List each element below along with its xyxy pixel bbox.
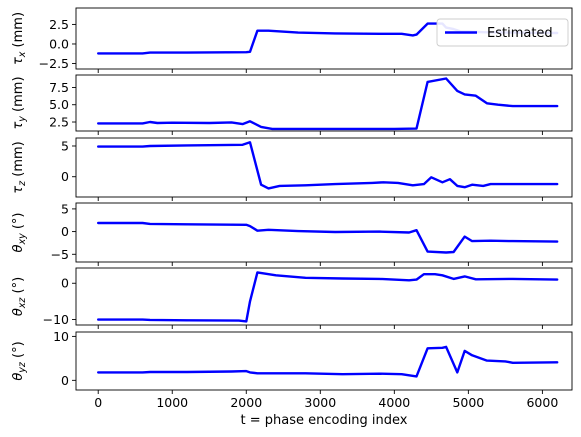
y-tick-label: −5 <box>51 247 69 262</box>
x-tick-label: 3000 <box>304 395 336 410</box>
axes-frame-6 <box>75 331 573 391</box>
y-tick-label: −10 <box>43 312 69 327</box>
subplot-4: 5 0 −5 θxy (°) <box>11 201 573 266</box>
axes-frame-5 <box>75 267 573 326</box>
subplots: 2.5 0.0 −2.5 τx (mm) 2.5 5.0 7.5 τy (mm) 5 0 τz (m… <box>11 7 573 410</box>
x-tick-label: 5000 <box>452 395 484 410</box>
legend-box <box>436 18 569 47</box>
y-tick-label: 0 <box>61 373 69 388</box>
series-line-4 <box>96 221 559 254</box>
y-axis-label-1: τx (mm) <box>11 12 28 65</box>
y-axis-label-2: τy (mm) <box>11 76 28 129</box>
subplot-6: 10 0 θyz (°) <box>11 329 573 394</box>
axes-frame-1 <box>75 7 573 70</box>
y-tick-label: 10 <box>53 329 69 344</box>
y-tick-label: 0 <box>61 224 69 239</box>
y-tick-label: 5 <box>61 201 69 216</box>
legend-label: Estimated <box>487 26 553 41</box>
y-tick-label: 5.0 <box>49 97 69 112</box>
y-tick-label: 2.5 <box>49 17 69 32</box>
series-line-3 <box>96 141 559 190</box>
y-axis-label-3: τz (mm) <box>11 141 28 193</box>
x-tick-label: 0 <box>94 395 102 410</box>
subplot-2: 2.5 5.0 7.5 τy (mm) <box>11 74 573 135</box>
legend: Estimated <box>436 18 569 47</box>
axes-frame-2 <box>75 74 573 132</box>
axes-frame-4 <box>75 202 573 263</box>
y-axis-label-4: θxy (°) <box>11 213 28 253</box>
x-axis-label: t = phase encoding index <box>240 413 407 428</box>
y-axis-label-5: θxz (°) <box>11 277 28 316</box>
axes-frame-3 <box>75 137 573 198</box>
series-line-2 <box>96 77 559 131</box>
x-tick-label: 6000 <box>526 395 558 410</box>
y-tick-label: 0 <box>61 276 69 291</box>
y-tick-label: 5 <box>61 138 69 153</box>
y-tick-label: 7.5 <box>49 80 69 95</box>
y-tick-label: 0.0 <box>49 36 69 51</box>
subplot-3: 5 0 τz (mm) <box>11 137 573 201</box>
series-line-6 <box>96 345 559 378</box>
y-tick-label: 2.5 <box>49 115 69 130</box>
x-tick-label: 1000 <box>156 395 188 410</box>
x-tick-label: 4000 <box>378 395 410 410</box>
y-axis-label-6: θyz (°) <box>11 341 28 380</box>
series-line-5 <box>96 271 559 323</box>
y-tick-label: 0 <box>61 169 69 184</box>
y-tick-label: −2.5 <box>39 56 69 71</box>
subplot-5: 0 −10 θxz (°) <box>11 267 573 329</box>
x-tick-label: 2000 <box>230 395 262 410</box>
